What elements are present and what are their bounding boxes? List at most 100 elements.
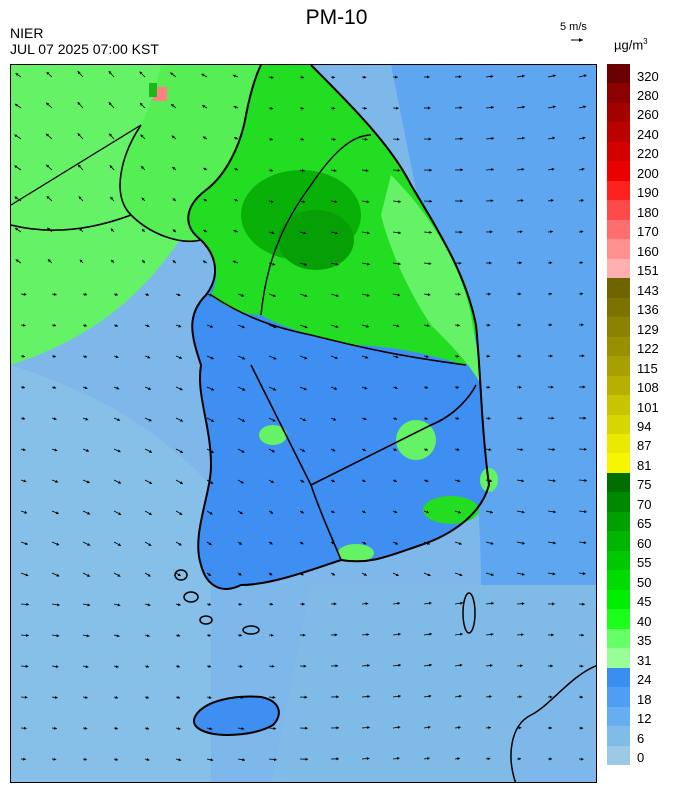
wind-arrow-head	[550, 385, 554, 389]
color-scale-label: 143	[637, 282, 659, 298]
wind-arrow-head	[172, 260, 176, 264]
wind-arrow-head	[459, 663, 463, 667]
island-1	[174, 569, 188, 581]
wind-arrow-head	[269, 541, 273, 545]
wind-arrow-head	[170, 72, 174, 76]
wind-arrow-head	[519, 230, 523, 234]
wind-arrow-head	[549, 695, 553, 699]
wind-arrow-head	[202, 136, 206, 140]
wind-arrow-head	[117, 449, 121, 453]
wind-arrow-head	[15, 259, 19, 263]
wind-arrow-head	[365, 355, 369, 359]
wind-arrow-head	[84, 386, 88, 390]
wind-arrow-head	[365, 602, 369, 606]
color-scale-cell	[607, 531, 630, 552]
wind-arrow-head	[488, 448, 492, 452]
wind-arrow-head	[582, 385, 586, 389]
wind-arrow-head	[239, 511, 243, 514]
wind-arrow-head	[397, 725, 401, 729]
wind-arrow-head	[177, 573, 181, 576]
wind-arrow-head	[551, 416, 555, 420]
wind-arrow-head	[395, 573, 399, 576]
wind-arrow-head	[272, 418, 276, 422]
wind-arrow-head	[87, 543, 91, 546]
wind-arrow-head	[271, 231, 275, 235]
color-scale-cell	[607, 356, 630, 377]
wind-arrow-head	[242, 387, 246, 391]
wind-arrow-head	[581, 633, 584, 637]
wind-arrow-head	[22, 354, 26, 358]
wind-arrow-head	[332, 448, 336, 452]
wind-arrow-head	[393, 479, 397, 482]
wind-arrow-head	[335, 664, 339, 668]
wind-arrow-head	[301, 75, 305, 79]
wind-arrow-head	[56, 542, 60, 546]
wind-arrow-head	[460, 199, 463, 203]
color-scale-cell	[607, 628, 630, 649]
color-scale-label: 115	[637, 360, 658, 376]
wind-arrow-head	[490, 199, 494, 203]
wind-arrow-head	[233, 105, 237, 109]
wind-arrow-head	[395, 106, 399, 110]
wind-arrow-head	[148, 512, 152, 515]
wind-arrow-head	[108, 102, 112, 106]
wind-arrow-head	[23, 292, 27, 296]
color-scale-label: 151	[637, 263, 659, 279]
wind-arrow-head	[115, 324, 118, 327]
wind-arrow-head	[86, 449, 89, 452]
wind-arrow-head	[426, 510, 430, 514]
wind-arrow-head	[53, 292, 57, 296]
wind-arrow-head	[581, 354, 585, 358]
wind-arrow-head	[208, 695, 212, 699]
wind-arrow-head	[87, 603, 91, 607]
wind-arrow-head	[427, 75, 430, 79]
wind-arrow-head	[489, 695, 492, 699]
wind-arrow-head	[552, 105, 556, 109]
wind-arrow-head	[234, 137, 238, 140]
wind-arrow-head	[14, 196, 18, 200]
wind-arrow-head	[239, 664, 243, 668]
color-scale-cell	[607, 297, 630, 318]
color-scale-label: 190	[637, 185, 659, 201]
wind-arrow-head	[487, 416, 491, 420]
wind-arrow-head	[87, 511, 91, 515]
wind-arrow-head	[490, 541, 494, 545]
dense-green-core	[278, 210, 354, 270]
wind-arrow-head	[336, 757, 339, 761]
wind-arrow-head	[303, 387, 307, 391]
color-scale-cell	[607, 375, 630, 396]
wind-arrow-head	[335, 325, 339, 329]
wind-arrow-head	[270, 106, 274, 110]
wind-arrow-head	[519, 695, 522, 699]
wind-arrow-head	[177, 603, 181, 606]
wind-arrow-head	[428, 601, 432, 605]
wind-arrow-head	[234, 199, 237, 202]
wind-arrow-head	[363, 75, 367, 79]
wind-arrow-head	[427, 106, 431, 110]
wind-arrow-head	[46, 102, 50, 106]
wind-arrow-head	[518, 323, 521, 327]
wind-arrow-head	[116, 634, 120, 638]
wind-arrow-head	[115, 665, 119, 668]
chart-title: PM-10	[305, 6, 368, 29]
wind-arrow-head	[211, 387, 215, 391]
wind-arrow-head	[115, 726, 118, 730]
wind-arrow-head	[366, 633, 370, 637]
wind-arrow-head	[55, 479, 59, 483]
wind-arrow-head	[394, 510, 398, 514]
province-border-3	[310, 384, 477, 486]
wind-arrow-head	[178, 758, 182, 762]
wind-arrow-head	[242, 758, 245, 762]
wind-arrow-head	[457, 323, 460, 327]
wind-arrow-head	[331, 541, 335, 545]
wind-arrow-head	[149, 449, 152, 453]
wind-arrow-head	[458, 261, 462, 265]
wind-arrow-head	[425, 479, 429, 483]
green-patch-3	[423, 496, 479, 524]
wind-arrow-head	[425, 448, 428, 451]
wind-arrow-head	[203, 229, 207, 233]
wind-arrow-head	[580, 199, 584, 203]
color-scale-label: 94	[637, 419, 652, 434]
wind-arrow-head	[362, 479, 366, 482]
wind-arrow-head	[458, 726, 461, 730]
